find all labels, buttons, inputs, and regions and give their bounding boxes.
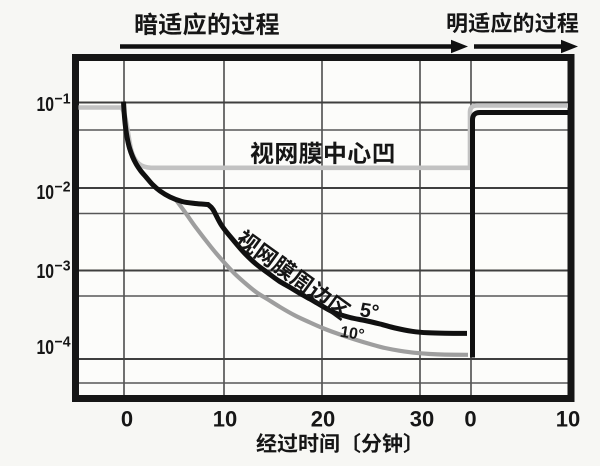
svg-text:10: 10 [37, 182, 55, 204]
svg-text:−4: −4 [55, 334, 72, 351]
svg-text:−3: −3 [55, 258, 71, 275]
svg-text:20: 20 [311, 407, 335, 432]
svg-text:30: 30 [410, 407, 434, 432]
svg-text:−2: −2 [55, 179, 71, 196]
svg-text:10: 10 [37, 337, 55, 359]
svg-text:10: 10 [37, 261, 55, 283]
svg-text:10: 10 [213, 407, 237, 432]
svg-text:0: 0 [464, 407, 476, 432]
svg-text:5°: 5° [358, 299, 380, 324]
svg-text:10°: 10° [339, 324, 366, 345]
svg-text:10: 10 [37, 94, 55, 116]
svg-text:0: 0 [121, 407, 133, 432]
svg-text:10: 10 [556, 407, 580, 432]
svg-text:−1: −1 [55, 91, 71, 108]
